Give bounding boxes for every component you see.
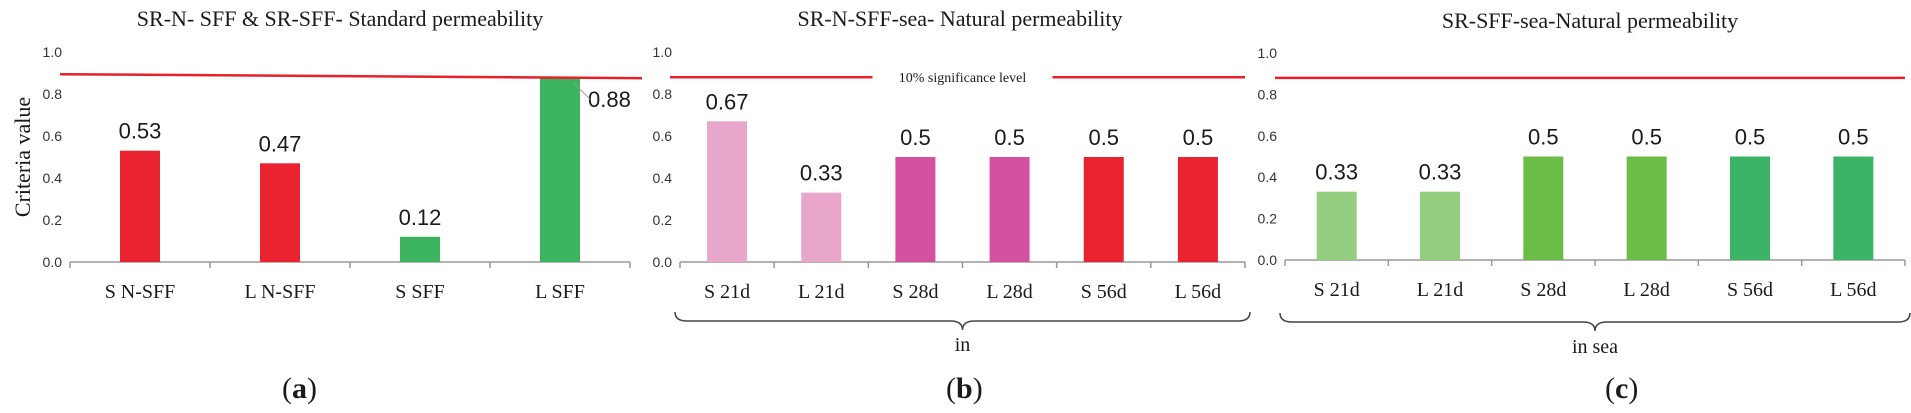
category-label-b-0: S 21d	[704, 281, 750, 303]
y-tick-label: 0.8	[653, 86, 673, 102]
category-label-c-3: L 28d	[1623, 279, 1669, 301]
y-tick-label: 0.0	[653, 254, 673, 270]
category-label-c-5: L 56d	[1830, 279, 1876, 301]
value-label-a-3: 0.88	[588, 87, 631, 112]
bar-c-5	[1833, 156, 1874, 260]
category-label-b-1: L 21d	[798, 281, 844, 303]
y-tick-label: 0.4	[43, 170, 63, 186]
value-label-c-1: 0.33	[1419, 160, 1462, 185]
category-label-a-2: S SFF	[395, 281, 445, 303]
value-label-c-2: 0.5	[1528, 125, 1559, 150]
bar-c-2	[1523, 156, 1564, 260]
value-label-b-5: 0.5	[1183, 125, 1214, 150]
bar-b-0	[707, 121, 748, 262]
category-label-b-3: L 28d	[986, 281, 1032, 303]
bar-b-1	[801, 192, 842, 262]
category-label-b-5: L 56d	[1175, 281, 1221, 303]
category-label-c-2: S 28d	[1520, 279, 1566, 301]
category-label-c-4: S 56d	[1727, 279, 1773, 301]
category-label-a-3: L SFF	[535, 281, 585, 303]
bar-b-2	[895, 157, 936, 262]
y-tick-label: 1.0	[43, 44, 63, 60]
value-label-b-1: 0.33	[800, 161, 843, 186]
bar-a-3	[540, 77, 580, 262]
panel-label-a: (a)	[282, 372, 317, 405]
y-tick-label: 0.2	[1258, 211, 1278, 227]
value-label-a-1: 0.47	[259, 131, 302, 156]
y-tick-label: 0.2	[43, 212, 63, 228]
value-label-a-0: 0.53	[119, 119, 162, 144]
bar-c-0	[1316, 191, 1357, 260]
x-axis-label-c: in sea	[1572, 336, 1618, 358]
value-label-leader	[573, 82, 591, 100]
category-label-a-0: S N-SFF	[105, 281, 176, 303]
bar-a-2	[400, 236, 440, 262]
y-tick-label: 0.6	[43, 128, 63, 144]
y-tick-label: 0.0	[1258, 252, 1278, 268]
threshold-line	[59, 72, 643, 80]
group-brace	[1279, 312, 1911, 332]
category-label-b-2: S 28d	[892, 281, 938, 303]
bar-c-1	[1420, 191, 1460, 260]
threshold-label: 10% significance level	[899, 71, 1027, 86]
y-tick-label: 0.8	[43, 86, 63, 102]
y-tick-label: 0.6	[1258, 128, 1278, 144]
y-tick-label: 0.4	[1258, 169, 1278, 185]
bar-a-0	[120, 150, 160, 262]
y-tick-label: 0.0	[43, 254, 63, 270]
bar-b-4	[1083, 157, 1124, 262]
category-label-c-0: S 21d	[1314, 279, 1360, 301]
y-tick-label: 1.0	[1258, 45, 1278, 61]
y-tick-label: 1.0	[653, 44, 673, 60]
y-tick-label: 0.8	[1258, 86, 1278, 102]
bar-a-1	[260, 163, 300, 262]
panel-label-b: (b)	[946, 372, 983, 405]
value-label-c-0: 0.33	[1315, 160, 1358, 185]
value-label-c-3: 0.5	[1631, 125, 1662, 150]
value-label-b-0: 0.67	[706, 89, 749, 114]
chart-title-a: SR-N- SFF & SR-SFF- Standard permeabilit…	[137, 6, 543, 31]
value-label-c-5: 0.5	[1838, 125, 1869, 150]
x-axis-label-b: in	[955, 334, 971, 356]
bar-c-3	[1626, 156, 1667, 260]
chart-title-c: SR-SFF-sea-Natural permeability	[1442, 8, 1738, 33]
category-label-c-1: L 21d	[1417, 279, 1463, 301]
chart-title-b: SR-N-SFF-sea- Natural permeability	[797, 6, 1122, 31]
category-label-b-4: S 56d	[1081, 281, 1127, 303]
bar-b-3	[989, 157, 1030, 262]
bar-c-4	[1730, 156, 1770, 260]
value-label-a-2: 0.12	[399, 205, 442, 230]
bar-b-5	[1177, 157, 1218, 262]
y-tick-label: 0.6	[653, 128, 673, 144]
value-label-c-4: 0.5	[1735, 125, 1766, 150]
y-tick-label: 0.4	[653, 170, 673, 186]
value-label-b-2: 0.5	[900, 125, 931, 150]
y-axis-label: Criteria value	[10, 97, 35, 217]
value-label-b-4: 0.5	[1088, 125, 1119, 150]
value-label-b-3: 0.5	[994, 125, 1025, 150]
y-tick-label: 0.2	[653, 212, 673, 228]
category-label-a-1: L N-SFF	[245, 281, 316, 303]
panel-label-c: (c)	[1605, 372, 1639, 405]
group-brace	[674, 311, 1251, 331]
